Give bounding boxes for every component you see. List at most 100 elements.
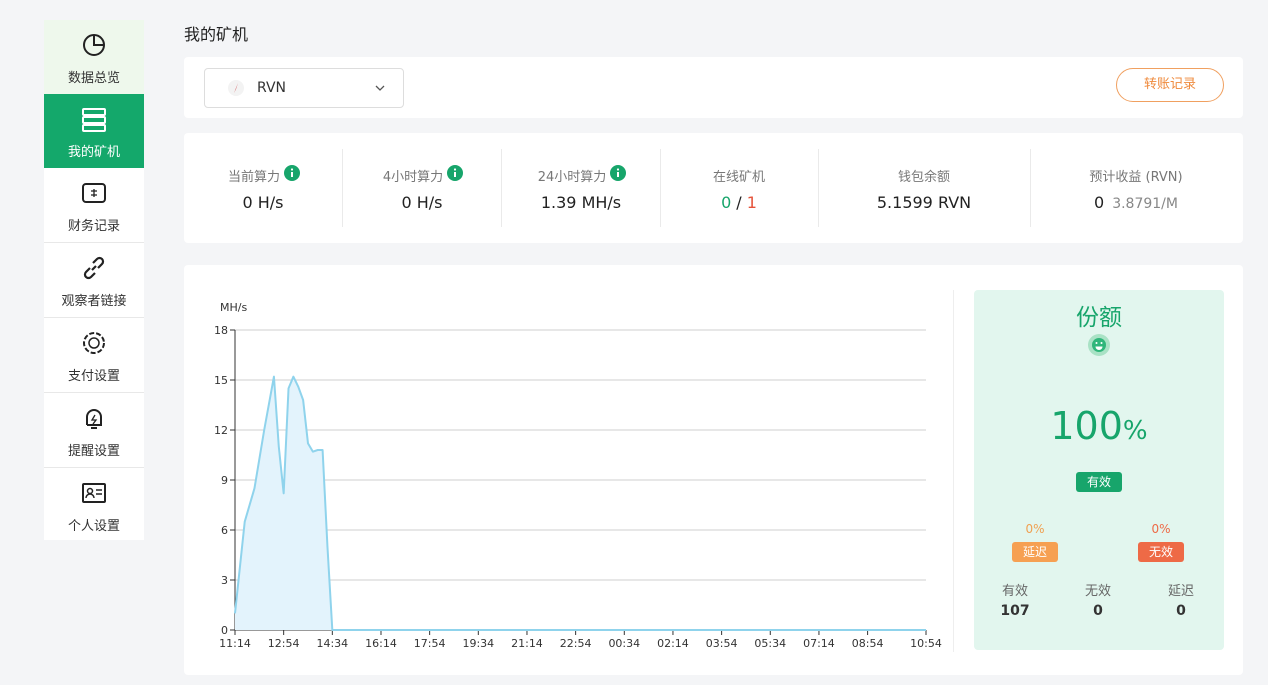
icon [86, 409, 102, 429]
stat-label-text: 24小时算力 [537, 170, 607, 185]
nav-item-active[interactable]: 我的矿机 [44, 94, 144, 168]
transfer-button[interactable]: 转账记录 [1116, 68, 1224, 102]
area [235, 376, 926, 630]
divider [953, 290, 954, 652]
icon [82, 483, 106, 503]
face-icon [1088, 334, 1110, 356]
status-badge: 有效 [1076, 472, 1122, 492]
icon [82, 183, 106, 203]
x-tick-label: 22:54 [560, 637, 592, 650]
divider [1030, 149, 1031, 227]
delay-badge: 延迟 [1012, 542, 1058, 562]
stat-label: 24小时算力 [497, 165, 647, 185]
value-text: 0 H/s [401, 193, 443, 212]
y-axis-title: MH/s [220, 301, 247, 314]
stat-label: 在线矿机 [664, 166, 814, 185]
nav-item[interactable]: 提醒设置 [44, 393, 144, 468]
value-text: 5.1599 RVN [876, 193, 972, 212]
nav-label: 观察者链接 [61, 294, 127, 309]
x-tick-label: 17:54 [414, 637, 446, 650]
nav-label: 提醒设置 [67, 444, 120, 459]
nav-label: 个人设置 [67, 519, 120, 534]
coin-name: RVN [257, 80, 287, 96]
value-text: 1.39 MH/s [540, 193, 622, 212]
info-icon[interactable] [284, 165, 300, 181]
divider [818, 149, 819, 227]
count-value: 0 [1093, 603, 1103, 619]
x-tick-label: 08:54 [852, 637, 884, 650]
x-tick-label: 11:14 [219, 637, 251, 650]
x-tick-label: 14:34 [316, 637, 348, 650]
stat-label-text: 预计收益 (RVN) [1089, 170, 1183, 185]
nav-label: 数据总览 [67, 71, 120, 86]
info-icon[interactable] [447, 165, 464, 181]
percent-value: 100 [1050, 404, 1123, 448]
percent-unit: % [1122, 416, 1148, 446]
income-rate: 3.8791/M [1112, 196, 1178, 212]
nav-item[interactable]: 个人设置 [44, 468, 144, 542]
invalid-percent: 0% [1151, 522, 1171, 536]
nav-item[interactable]: 财务记录 [44, 168, 144, 243]
stat-value: 0 H/s [347, 193, 497, 212]
nav-item[interactable]: 支付设置 [44, 318, 144, 393]
stats-card [184, 133, 1243, 243]
x-tick-label: 10:54 [910, 637, 942, 650]
stat-value: 0/1 [664, 193, 814, 212]
count-value: 0 [1176, 603, 1186, 619]
share-percent: 100% [974, 404, 1224, 448]
stat-value: 5.1599 RVN [849, 193, 999, 212]
x-tick-label: 05:34 [754, 637, 786, 650]
count-label: 无效 [1084, 584, 1111, 599]
stat-label: 4小时算力 [338, 165, 488, 185]
delay-percent: 0% [1025, 522, 1045, 536]
count-label: 延迟 [1167, 584, 1194, 599]
x-tick-label: 19:34 [462, 637, 494, 650]
stat-label: 当前算力 [179, 165, 329, 185]
chevron [375, 85, 385, 91]
stat-value: 0 3.8791/M [1061, 193, 1211, 212]
info-icon[interactable] [610, 165, 627, 181]
stat-label-text: 当前算力 [227, 170, 280, 185]
nav-label: 财务记录 [67, 219, 120, 234]
x-tick-label: 02:14 [657, 637, 689, 650]
x-tick-label: 12:54 [268, 637, 300, 650]
nav-label: 支付设置 [67, 369, 120, 384]
coin-icon [228, 80, 244, 96]
count-value: 107 [1000, 603, 1030, 619]
stat-label-text: 钱包余额 [897, 170, 950, 185]
stat-label-text: 4小时算力 [382, 170, 444, 185]
stat-label-text: 在线矿机 [712, 170, 765, 185]
icon [82, 108, 106, 132]
y-tick-label: 18 [214, 324, 228, 337]
nav-item[interactable]: 数据总览 [44, 20, 144, 95]
y-tick-label: 6 [221, 524, 228, 537]
y-tick-label: 0 [221, 624, 228, 637]
icon [83, 256, 105, 280]
icon [83, 34, 105, 56]
divider [660, 149, 661, 227]
value-text: 0 H/s [242, 193, 284, 212]
x-tick-label: 16:14 [365, 637, 397, 650]
share-title: 份额 [1076, 305, 1122, 331]
y-tick-label: 12 [214, 424, 228, 437]
nav-item[interactable]: 观察者链接 [44, 243, 144, 318]
online-count: 0 [721, 193, 732, 212]
income-value: 0 [1094, 193, 1105, 212]
separator: / [736, 193, 742, 212]
nav-label: 我的矿机 [67, 145, 120, 160]
y-tick-label: 9 [221, 474, 228, 487]
total-count: 1 [746, 193, 757, 212]
stat-label: 钱包余额 [849, 166, 999, 185]
chart: MH/s 0 3 6 9 12 15 18 11:14 12:54 14:34 16:14 17:54 1… [214, 301, 942, 650]
page-title: 我的矿机 [184, 25, 249, 44]
x-tick-label: 07:14 [803, 637, 835, 650]
coin-select[interactable]: RVN [204, 68, 404, 108]
stat-label: 预计收益 (RVN) [1061, 166, 1211, 185]
y-tick-label: 3 [221, 574, 228, 587]
icon [83, 332, 105, 354]
count-label: 有效 [1001, 584, 1028, 599]
y-tick-label: 15 [214, 374, 228, 387]
x-tick-label: 21:14 [511, 637, 543, 650]
x-tick-label: 00:34 [608, 637, 640, 650]
